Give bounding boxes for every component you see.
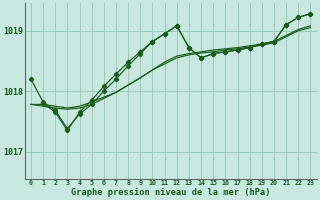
X-axis label: Graphe pression niveau de la mer (hPa): Graphe pression niveau de la mer (hPa) — [71, 188, 270, 197]
